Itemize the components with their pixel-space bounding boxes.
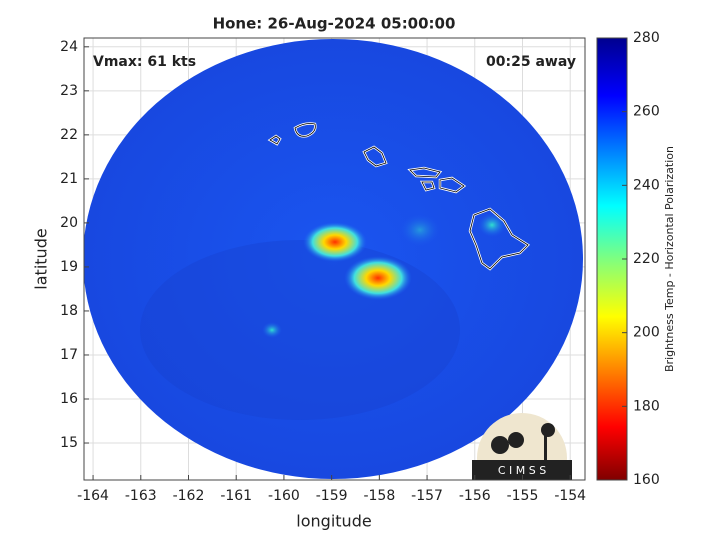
convection (344, 256, 412, 300)
x-tick-label: -160 (268, 488, 300, 504)
y-tick-label: 22 (60, 127, 78, 143)
convection (303, 222, 367, 262)
y-tick-label: 18 (60, 303, 78, 319)
x-tick-label: -162 (173, 488, 205, 504)
y-tick-label: 15 (60, 435, 78, 451)
colorbar-tick-label: 220 (633, 251, 660, 267)
warm-spot (478, 213, 506, 237)
colorbar-tick-label: 260 (633, 104, 660, 120)
annotation: Vmax: 61 kts (93, 54, 196, 70)
y-tick-label: 17 (60, 347, 78, 363)
x-tick-label: -154 (554, 488, 586, 504)
cold-region (140, 240, 460, 420)
warm-spot (262, 322, 282, 338)
x-tick-label: -163 (125, 488, 157, 504)
x-tick-label: -158 (363, 488, 395, 504)
y-tick-label: 23 (60, 83, 78, 99)
logo-text: C I M S S (498, 464, 546, 477)
colorbar-tick-label: 200 (633, 325, 660, 341)
annotation: 00:25 away (486, 54, 576, 70)
islands (267, 122, 530, 271)
x-tick-label: -155 (507, 488, 539, 504)
y-axis-label: latitude (32, 228, 51, 289)
colorbar-tick-label: 280 (633, 30, 660, 46)
y-tick-label: 21 (60, 171, 78, 187)
y-tick-label: 20 (60, 215, 78, 231)
colorbar-tick-label: 240 (633, 177, 660, 193)
colorbar-tick-label: 160 (633, 472, 660, 488)
image: C I M S S (84, 39, 583, 480)
y-tick-label: 24 (60, 39, 78, 55)
colorbar-tick-label: 180 (633, 398, 660, 414)
x-tick-label: -159 (316, 488, 348, 504)
x-tick-label: -161 (220, 488, 252, 504)
x-tick-label: -157 (411, 488, 443, 504)
warm-spot (400, 214, 440, 246)
x-tick-label: -156 (459, 488, 491, 504)
x-tick-label: -164 (77, 488, 109, 504)
y-tick-label: 19 (60, 259, 78, 275)
colorbar-label: Brightness Temp - Horizontal Polarizatio… (663, 146, 676, 372)
plot-frame (83, 37, 586, 481)
x-axis-label: longitude (296, 512, 371, 531)
chart-title: Hone: 26-Aug-2024 05:00:00 (213, 15, 456, 33)
logo: C I M S S (472, 413, 572, 480)
y-tick-label: 16 (60, 391, 78, 407)
